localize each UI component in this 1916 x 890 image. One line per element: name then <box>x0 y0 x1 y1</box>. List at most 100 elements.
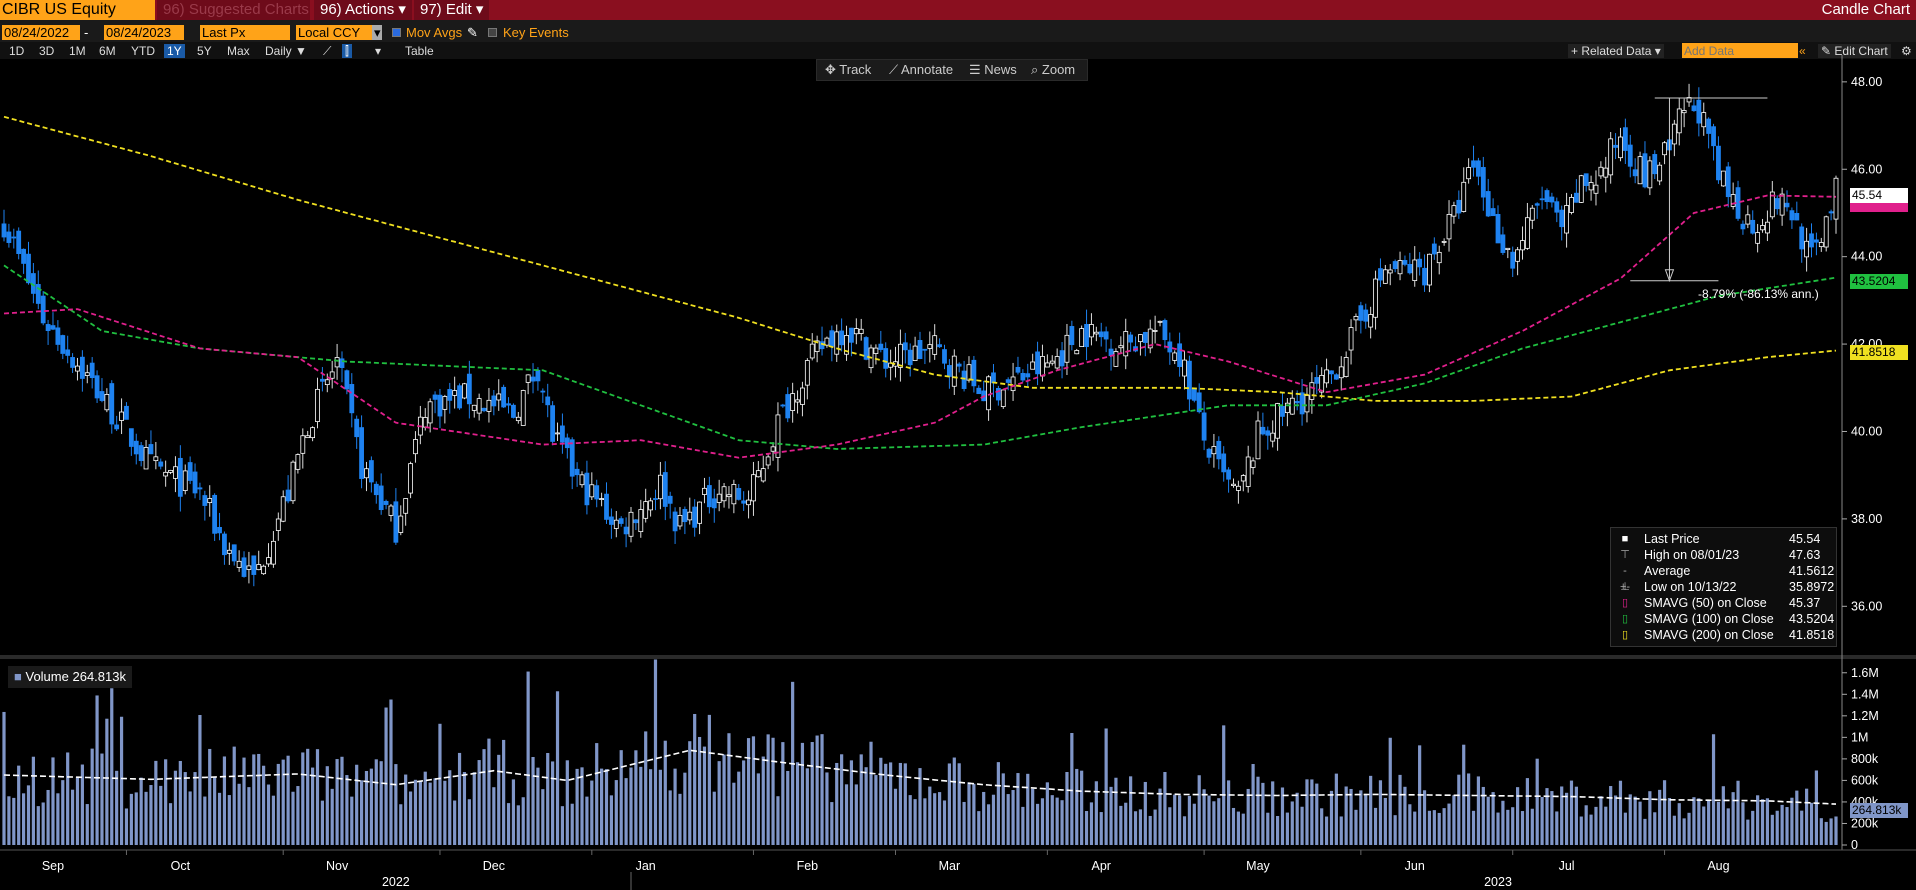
legend-value: 45.37 <box>1789 596 1821 610</box>
currency-dropdown-icon[interactable]: ▾ <box>372 25 382 40</box>
period-1y[interactable]: 1Y <box>164 44 185 58</box>
volume-bar <box>159 785 163 845</box>
period-1d[interactable]: 1D <box>9 44 25 58</box>
candle-body <box>422 417 428 428</box>
candle-body <box>711 498 717 509</box>
volume-bar <box>203 796 207 845</box>
volume-bar <box>830 802 834 845</box>
candle-body <box>295 454 301 470</box>
volume-bar <box>1427 810 1432 845</box>
candle-body <box>1064 334 1070 363</box>
candle-body <box>1245 456 1251 487</box>
volume-bar <box>193 772 197 845</box>
line-chart-icon[interactable]: ⟋ <box>323 44 332 58</box>
volume-bar <box>1618 780 1623 845</box>
volume-bar <box>732 782 736 845</box>
volume-bar <box>330 788 334 845</box>
pencil-icon[interactable]: ✎ <box>467 25 478 40</box>
volume-bar <box>1692 797 1696 845</box>
key-events-checkbox[interactable] <box>488 28 497 37</box>
volume-bar <box>1496 812 1500 845</box>
candle-body <box>1554 201 1560 213</box>
period-3d[interactable]: 3D <box>39 44 55 58</box>
legend-sma50[interactable]: ▯ SMAVG (50) on Close 45.37 <box>1611 595 1836 611</box>
candle-body <box>849 327 854 343</box>
volume-legend[interactable]: ■ Volume 264.813k <box>8 666 132 688</box>
period-max[interactable]: Max <box>227 44 250 58</box>
candle-chart-icon[interactable]: ⫿ <box>342 44 352 58</box>
candle-body <box>1720 170 1726 187</box>
volume-bar <box>1672 815 1676 845</box>
candle-body <box>1417 258 1423 268</box>
candle-body <box>104 394 110 411</box>
candle-body <box>917 340 923 359</box>
x-tick-label: Nov <box>326 859 349 873</box>
candle-body <box>393 501 399 543</box>
frequency-select[interactable]: Daily ▼ <box>265 44 307 58</box>
legend-low[interactable]: ⊥ Low on 10/13/22 35.8972 <box>1611 579 1836 595</box>
volume-bar <box>1315 783 1319 845</box>
start-date-field[interactable]: 08/24/2022 <box>2 25 80 40</box>
legend-high[interactable]: ⊤ High on 08/01/23 47.63 <box>1611 547 1836 563</box>
volume-bar <box>614 780 618 845</box>
period-6m[interactable]: 6M <box>99 44 116 58</box>
edit-chart-button[interactable]: ✎ Edit Chart <box>1818 44 1891 58</box>
volume-bar <box>423 771 427 845</box>
volume-bar <box>183 772 187 845</box>
options-bar <box>0 20 1916 42</box>
track-button[interactable]: ✥ Track <box>825 62 872 77</box>
x-tick-label: Mar <box>939 859 961 873</box>
last-price-tag: 45.54 <box>1850 188 1908 203</box>
volume-bar <box>1687 812 1691 845</box>
volume-bar <box>1256 776 1260 845</box>
volume-bar <box>1231 807 1236 845</box>
expand-icon[interactable]: « <box>1799 44 1806 58</box>
moving-averages-layer <box>3 97 1837 459</box>
settings-gear-icon[interactable]: ⚙ <box>1901 44 1912 58</box>
volume-bar <box>1143 781 1147 845</box>
candle-body <box>800 387 805 405</box>
candle-body <box>471 404 477 411</box>
news-button[interactable]: ☰ News <box>969 62 1017 77</box>
volume-bar <box>487 738 491 845</box>
candle-body <box>746 499 751 506</box>
volume-bar <box>1065 771 1069 845</box>
legend-average[interactable]: -+- Average 41.5612 <box>1611 563 1836 593</box>
table-button[interactable]: Table <box>405 44 434 58</box>
currency-select[interactable]: Local CCY <box>296 25 374 40</box>
edit-menu[interactable]: 97) Edit ▾ <box>414 0 490 20</box>
legend-sma200[interactable]: ▯ SMAVG (200) on Close 41.8518 <box>1611 627 1836 643</box>
annotate-label: Annotate <box>901 62 954 77</box>
end-date-field[interactable]: 08/24/2023 <box>104 25 184 40</box>
add-data-input[interactable] <box>1682 43 1798 58</box>
candle-body <box>124 405 129 420</box>
candle-body <box>795 399 800 403</box>
volume-bar <box>1682 818 1686 845</box>
candle-body <box>1500 234 1506 253</box>
period-ytd[interactable]: YTD <box>131 44 155 58</box>
legend-last-price[interactable]: ■ Last Price 45.54 <box>1611 531 1836 547</box>
volume-bar <box>394 764 398 845</box>
volume-bar <box>648 769 653 845</box>
related-data-button[interactable]: + Related Data ▾ <box>1568 44 1664 58</box>
volume-bar <box>1633 796 1637 845</box>
suggested-charts-menu[interactable]: 96) Suggested Charts <box>157 0 310 20</box>
period-5y[interactable]: 5Y <box>197 44 212 58</box>
volume-bar <box>1011 790 1015 845</box>
annotate-button[interactable]: ⟋ Annotate <box>889 62 954 77</box>
zoom-button[interactable]: ⌕ Zoom <box>1031 62 1076 77</box>
period-1m[interactable]: 1M <box>69 44 86 58</box>
candle-body <box>1730 194 1736 207</box>
edit-chart-label: Edit Chart <box>1834 44 1888 58</box>
price-field-select[interactable]: Last Px <box>200 25 290 40</box>
legend-sma100[interactable]: ▯ SMAVG (100) on Close 43.5204 <box>1611 611 1836 627</box>
actions-menu[interactable]: 96) Actions ▾ <box>314 0 412 20</box>
chart-type-dropdown-icon[interactable]: ▾ <box>375 44 382 58</box>
ticker-field[interactable]: CIBR US Equity <box>0 0 155 20</box>
candle-body <box>398 515 404 533</box>
candle-body <box>1015 366 1021 373</box>
legend-label: SMAVG (200) on Close <box>1644 628 1774 642</box>
candle-body <box>648 500 653 511</box>
volume-bar <box>404 774 408 845</box>
mov-avgs-checkbox[interactable] <box>392 28 401 37</box>
